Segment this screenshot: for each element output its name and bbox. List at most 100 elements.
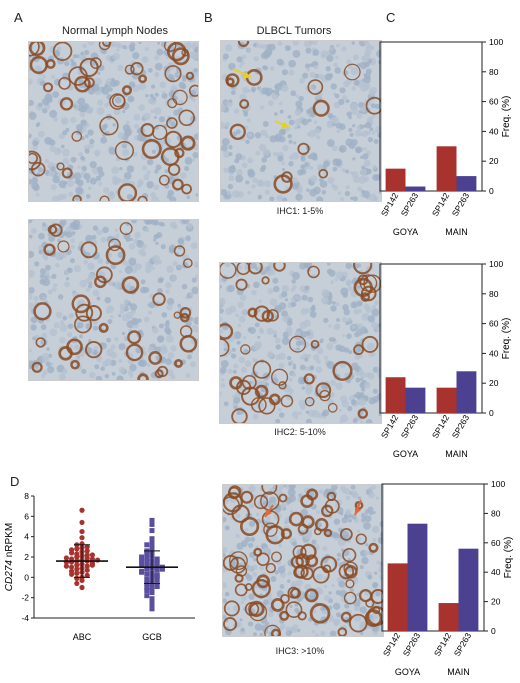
nucleus-mark	[36, 122, 41, 126]
stained-cell-mark	[164, 65, 182, 83]
stained-cell-mark	[31, 361, 43, 373]
stained-cell-mark	[261, 510, 280, 529]
nucleus-mark	[29, 293, 33, 300]
y-tick-label: 80	[489, 289, 499, 299]
nucleus-mark	[97, 258, 104, 264]
stained-cell-mark	[220, 323, 234, 340]
stained-cell-mark	[85, 304, 102, 322]
nucleus-mark	[369, 511, 373, 516]
nucleus-mark	[237, 323, 242, 328]
nucleus-mark	[343, 308, 351, 316]
nucleus-mark	[141, 55, 149, 64]
nucleus-mark	[280, 503, 286, 509]
nucleus-mark	[191, 277, 197, 283]
nucleus-mark	[261, 157, 268, 163]
nucleus-mark	[129, 363, 137, 372]
nucleus-mark	[265, 134, 270, 139]
nucleus-mark	[103, 187, 110, 194]
nucleus-mark	[353, 79, 360, 86]
nucleus-mark	[164, 169, 169, 173]
stained-cell-mark	[273, 174, 293, 194]
nucleus-mark	[351, 86, 356, 91]
nucleus-mark	[131, 220, 137, 224]
nucleus-mark	[220, 316, 223, 322]
stained-cell-mark	[178, 109, 195, 127]
stained-cell-mark	[223, 617, 238, 632]
nucleus-mark	[331, 116, 339, 124]
nucleus-mark	[79, 334, 83, 339]
nucleus-mark	[238, 315, 246, 323]
nucleus-mark	[304, 357, 309, 362]
nucleus-mark	[223, 347, 228, 352]
nucleus-mark	[273, 151, 278, 157]
nucleus-mark	[259, 327, 264, 332]
stained-cell-mark	[306, 488, 319, 501]
nucleus-mark	[235, 174, 244, 183]
nucleus-mark	[81, 165, 87, 172]
nucleus-mark	[195, 193, 198, 197]
nucleus-mark	[348, 115, 352, 120]
nucleus-mark	[43, 255, 49, 261]
nucleus-mark	[73, 172, 82, 180]
nucleus-mark	[252, 632, 257, 636]
nucleus-mark	[288, 59, 297, 68]
stained-cell-mark	[90, 57, 102, 69]
nucleus-mark	[251, 289, 257, 296]
nucleus-mark	[241, 54, 247, 60]
nucleus-mark	[229, 305, 237, 313]
nucleus-mark	[373, 139, 379, 145]
stained-cell-mark	[340, 611, 352, 623]
stained-cell-mark	[85, 340, 103, 359]
nucleus-mark	[121, 331, 126, 336]
nucleus-mark	[329, 380, 336, 386]
nucleus-mark	[79, 279, 88, 288]
nucleus-mark	[157, 288, 163, 294]
nucleus-mark	[106, 235, 114, 244]
nucleus-mark	[367, 136, 374, 143]
nucleus-mark	[299, 77, 305, 84]
nucleus-mark	[364, 84, 371, 91]
nucleus-mark	[348, 127, 353, 133]
nucleus-mark	[253, 56, 259, 62]
stained-cell-mark	[368, 542, 379, 553]
nucleus-mark	[31, 177, 38, 184]
nucleus-mark	[253, 281, 260, 289]
nucleus-mark	[141, 165, 147, 171]
bar	[436, 387, 457, 413]
nucleus-mark	[251, 86, 257, 92]
nucleus-mark	[224, 591, 230, 597]
nucleus-mark	[154, 73, 159, 78]
stained-cell-mark	[343, 63, 361, 81]
nucleus-mark	[351, 41, 355, 45]
stained-cell-mark	[342, 548, 357, 563]
nucleus-mark	[274, 89, 280, 95]
nucleus-mark	[363, 303, 370, 310]
nucleus-mark	[82, 43, 88, 49]
nucleus-mark	[351, 107, 359, 116]
nucleus-mark	[281, 285, 289, 293]
x-tick-label: ABC	[73, 632, 92, 642]
nucleus-mark	[129, 237, 133, 241]
nucleus-mark	[70, 156, 77, 163]
nucleus-mark	[62, 368, 68, 374]
nucleus-mark	[49, 109, 58, 118]
nucleus-mark	[284, 298, 289, 302]
nucleus-mark	[364, 61, 370, 68]
nucleus-mark	[363, 147, 367, 151]
stained-cell-mark	[251, 578, 271, 599]
abc-point	[79, 584, 85, 591]
nucleus-mark	[288, 69, 295, 76]
nucleus-mark	[192, 158, 196, 162]
abc-point	[74, 575, 80, 581]
stained-cell-mark	[353, 277, 373, 298]
nucleus-mark	[106, 348, 115, 357]
nucleus-mark	[262, 120, 269, 127]
nucleus-mark	[288, 139, 293, 144]
bar	[387, 563, 408, 631]
nucleus-mark	[281, 69, 288, 76]
nucleus-mark	[77, 104, 86, 112]
bar	[438, 603, 459, 631]
nucleus-mark	[343, 80, 350, 88]
nucleus-mark	[225, 44, 233, 52]
nucleus-mark	[83, 103, 89, 109]
